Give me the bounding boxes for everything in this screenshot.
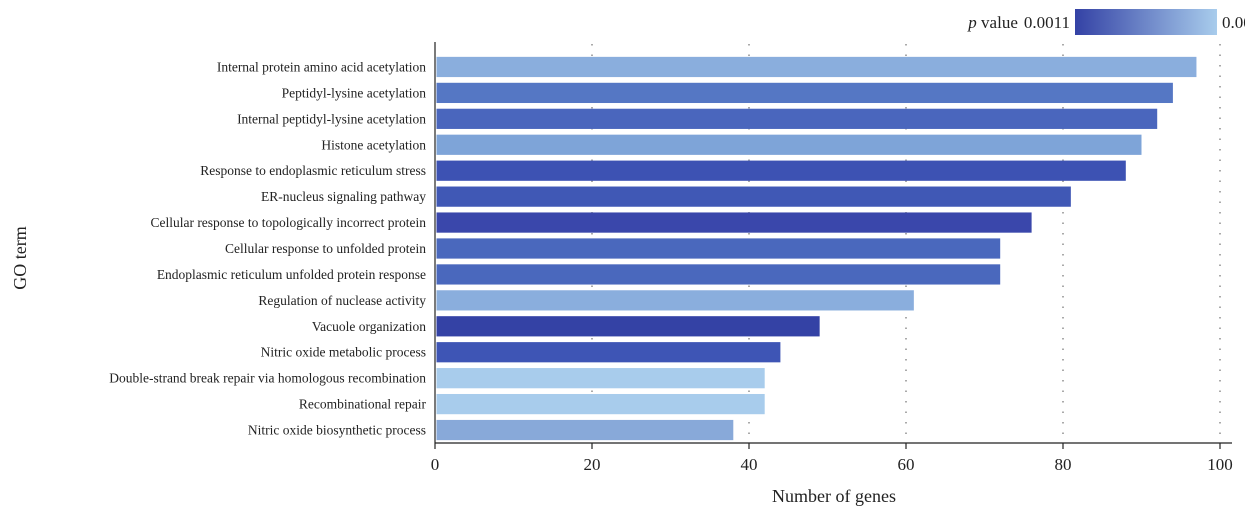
legend: p value 0.0011 0.0047 xyxy=(967,9,1245,35)
category-label-14: Recombinational repair xyxy=(299,397,427,412)
bar-8 xyxy=(436,238,1001,259)
category-label-11: Vacuole organization xyxy=(312,319,426,334)
category-label-9: Endoplasmic reticulum unfolded protein r… xyxy=(157,267,426,282)
category-label-1: Internal protein amino acid acetylation xyxy=(217,59,426,74)
bar-14 xyxy=(436,393,765,415)
bar-7 xyxy=(436,212,1032,233)
category-labels: Internal protein amino acid acetylation P… xyxy=(109,59,426,437)
legend-color-gradient xyxy=(1075,9,1217,35)
legend-max-label: 0.0047 xyxy=(1222,13,1245,32)
x-tick-label-80: 80 xyxy=(1055,455,1072,474)
x-tick-label-20: 20 xyxy=(584,455,601,474)
x-tick-label-100: 100 xyxy=(1207,455,1233,474)
category-label-8: Cellular response to unfolded protein xyxy=(225,241,426,256)
category-label-6: ER-nucleus signaling pathway xyxy=(261,189,426,204)
category-label-4: Histone acetylation xyxy=(321,137,426,152)
bar-12 xyxy=(436,342,781,363)
legend-title: p value 0.0011 xyxy=(967,13,1070,32)
x-tick-label-40: 40 xyxy=(741,455,758,474)
legend-title-rest: value xyxy=(977,13,1018,32)
category-label-10: Regulation of nuclease activity xyxy=(258,293,426,308)
bar-3 xyxy=(436,108,1158,129)
category-label-5: Response to endoplasmic reticulum stress xyxy=(200,163,426,178)
x-axis-title: Number of genes xyxy=(772,486,896,506)
bar-13 xyxy=(436,368,765,389)
bar-4 xyxy=(436,134,1142,155)
bar-2 xyxy=(436,82,1173,104)
category-label-3: Internal peptidyl-lysine acetylation xyxy=(237,111,426,126)
category-label-2: Peptidyl-lysine acetylation xyxy=(282,85,427,100)
bar-15 xyxy=(436,419,734,441)
category-label-7: Cellular response to topologically incor… xyxy=(150,215,426,230)
y-axis-title: GO term xyxy=(10,226,30,289)
bar-9 xyxy=(436,264,1001,285)
category-label-13: Double-strand break repair via homologou… xyxy=(109,371,426,386)
category-label-12: Nitric oxide metabolic process xyxy=(261,345,426,360)
bar-6 xyxy=(436,186,1071,207)
bar-1 xyxy=(436,56,1197,78)
x-tick-label-60: 60 xyxy=(898,455,915,474)
bar-10 xyxy=(436,290,914,311)
legend-title-italic: p xyxy=(967,13,977,32)
x-tick-label-0: 0 xyxy=(431,455,440,474)
x-axis-ticks: 0 20 40 60 80 100 xyxy=(431,443,1233,474)
category-label-15: Nitric oxide biosynthetic process xyxy=(248,423,426,438)
bars xyxy=(436,56,1197,441)
legend-min-label: 0.0011 xyxy=(1024,13,1070,32)
bar-5 xyxy=(436,160,1126,181)
bar-11 xyxy=(436,316,820,337)
